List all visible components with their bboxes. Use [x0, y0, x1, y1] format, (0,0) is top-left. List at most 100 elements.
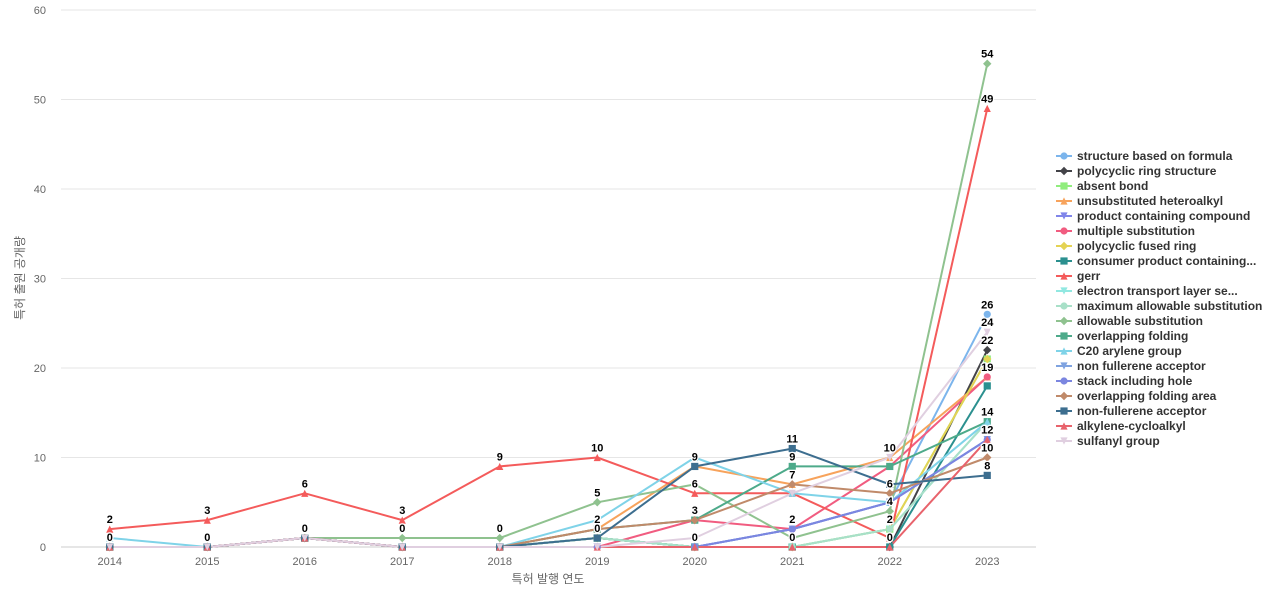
data-point	[593, 534, 601, 542]
series-line	[109, 447, 988, 548]
data-label: 10	[591, 443, 603, 455]
legend-marker	[1060, 151, 1068, 160]
data-label: 7	[789, 469, 795, 481]
data-point	[886, 462, 894, 471]
legend-item[interactable]: consumer product containing...	[1056, 253, 1278, 268]
data-point	[983, 354, 992, 364]
legend-marker	[1060, 301, 1068, 310]
data-point	[886, 525, 894, 533]
data-label: 26	[981, 299, 993, 311]
legend-item[interactable]: overlapping folding	[1056, 328, 1278, 343]
legend-symbol-icon	[1056, 331, 1072, 340]
data-label: 0	[692, 532, 698, 544]
data-point	[203, 516, 211, 524]
legend-item[interactable]: stack including hole	[1056, 373, 1278, 388]
legend-item[interactable]: C20 arylene group	[1056, 343, 1278, 358]
y-tick-label: 20	[34, 363, 46, 375]
legend-item[interactable]: allowable substitution	[1056, 313, 1278, 328]
data-point	[983, 310, 991, 318]
legend-symbol-icon	[1056, 406, 1072, 415]
data-point	[886, 534, 894, 542]
series-line	[109, 358, 989, 548]
x-tick-label: 2020	[683, 556, 707, 568]
legend-item[interactable]: gerr	[1056, 268, 1278, 283]
legend-item[interactable]: product containing compound	[1056, 208, 1278, 223]
series-line	[109, 358, 989, 548]
y-tick-label: 30	[34, 274, 46, 286]
series-line	[109, 420, 988, 548]
legend-symbol-icon	[1056, 211, 1072, 220]
series-markers	[105, 59, 992, 552]
legend-label: stack including hole	[1077, 373, 1193, 388]
x-tick-label: 2014	[98, 556, 122, 568]
data-point	[886, 543, 894, 551]
legend-symbol-icon	[1056, 391, 1072, 400]
data-point	[983, 471, 991, 479]
legend-item[interactable]: non fullerene acceptor	[1056, 358, 1278, 373]
legend-item[interactable]: unsubstituted heteroalkyl	[1056, 193, 1278, 208]
data-point	[983, 436, 991, 444]
data-label: 6	[692, 478, 698, 490]
legend-item[interactable]: electron transport layer se...	[1056, 283, 1278, 298]
x-tick-label: 2021	[780, 556, 804, 568]
legend-item[interactable]: sulfanyl group	[1056, 433, 1278, 448]
legend-symbol-icon	[1056, 361, 1072, 370]
series-line	[109, 63, 989, 548]
legend-symbol-icon	[1056, 196, 1072, 205]
data-label: 6	[887, 478, 893, 490]
series-line	[109, 421, 989, 548]
series-line	[109, 438, 988, 548]
legend-item[interactable]: multiple substitution	[1056, 223, 1278, 238]
legend-label: gerr	[1077, 268, 1101, 283]
legend-label: consumer product containing...	[1077, 253, 1257, 268]
data-point	[301, 534, 309, 542]
x-tick-label: 2016	[293, 556, 317, 568]
data-point	[886, 498, 894, 506]
legend-item[interactable]: overlapping folding area	[1056, 388, 1278, 403]
legend-label: polycyclic fused ring	[1077, 238, 1197, 253]
legend-item[interactable]: structure based on formula	[1056, 148, 1278, 163]
legend-item[interactable]: maximum allowable substitution	[1056, 298, 1278, 313]
data-point	[593, 516, 601, 524]
data-label: 3	[692, 505, 698, 517]
legend-marker	[1059, 166, 1069, 175]
data-label: 0	[302, 523, 308, 535]
data-point	[593, 543, 601, 551]
legend-symbol-icon	[1056, 151, 1072, 160]
legend-symbol-icon	[1056, 241, 1072, 250]
x-tick-label: 2017	[390, 556, 414, 568]
data-point	[106, 534, 114, 542]
legend-item[interactable]: polycyclic ring structure	[1056, 163, 1278, 178]
data-point	[398, 543, 406, 551]
series-line	[109, 331, 989, 548]
x-tick-label: 2019	[585, 556, 609, 568]
legend-item[interactable]: absent bond	[1056, 178, 1278, 193]
legend-marker	[1060, 421, 1068, 430]
legend-marker	[1060, 256, 1068, 265]
legend-item[interactable]: alkylene-cycloalkyl	[1056, 418, 1278, 433]
data-point	[983, 382, 991, 390]
data-point	[788, 489, 796, 497]
data-point	[106, 525, 114, 533]
data-label: 0	[887, 532, 893, 544]
data-point	[788, 543, 796, 551]
legend-item[interactable]: non-fullerene acceptor	[1056, 403, 1278, 418]
legend-label: overlapping folding area	[1077, 388, 1217, 403]
legend-label: maximum allowable substitution	[1077, 298, 1263, 313]
legend-item[interactable]: polycyclic fused ring	[1056, 238, 1278, 253]
legend-marker	[1060, 271, 1068, 280]
grid-lines	[61, 9, 1036, 548]
data-label: 6	[302, 478, 308, 490]
data-point	[788, 462, 796, 471]
legend-symbol-icon	[1056, 376, 1072, 385]
data-point	[983, 345, 992, 355]
data-label: 3	[204, 505, 210, 517]
legend-label: alkylene-cycloalkyl	[1077, 418, 1186, 433]
data-label: 0	[107, 532, 113, 544]
data-point	[885, 507, 894, 516]
legend-marker	[1060, 286, 1068, 295]
data-label: 0	[594, 523, 600, 535]
legend-label: unsubstituted heteroalkyl	[1077, 193, 1224, 208]
data-point	[496, 543, 504, 551]
